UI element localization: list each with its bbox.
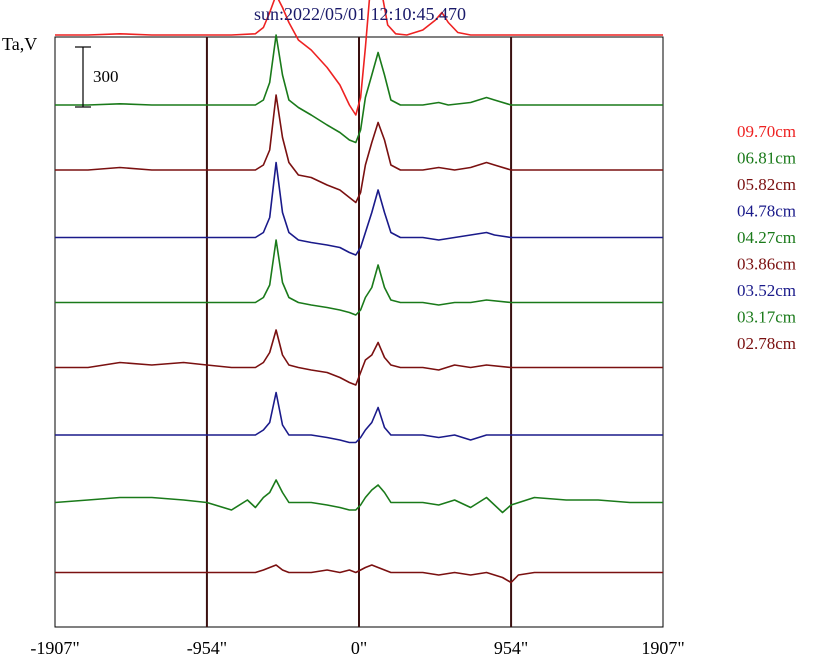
y-axis-label: Ta,V (2, 34, 37, 54)
x-tick-label-1: -954" (187, 638, 227, 658)
legend-entry-09.70cm: 09.70cm (737, 122, 796, 141)
legend-entry-04.27cm: 04.27cm (737, 228, 796, 247)
legend-entry-03.52cm: 03.52cm (737, 281, 796, 300)
series-line-05.82cm (55, 94, 663, 204)
scale-bar: 300 (75, 46, 119, 108)
legend-entry-03.86cm: 03.86cm (737, 255, 796, 274)
scale-bar-label: 300 (93, 67, 119, 86)
chart-title: sun:2022/05/01 12:10:45.470 (254, 4, 466, 24)
legend: 09.70cm 06.81cm 05.82cm 04.78cm 04.27cm 03.86… (737, 122, 796, 353)
x-tick-labels: -1907" -954" 0" 954" 1907" (30, 638, 684, 658)
series-line-02.78cm (55, 564, 663, 584)
series-line-03.52cm (55, 391, 663, 444)
series-line-03.17cm (54, 479, 663, 514)
legend-entry-03.17cm: 03.17cm (737, 308, 796, 327)
series-line-03.86cm (55, 329, 663, 386)
legend-entry-05.82cm: 05.82cm (737, 175, 796, 194)
x-tick-label-4: 1907" (641, 638, 684, 658)
series-line-04.78cm (55, 161, 663, 256)
legend-entry-04.78cm: 04.78cm (737, 202, 796, 221)
legend-entry-06.81cm: 06.81cm (737, 149, 796, 168)
series-group (54, 0, 663, 584)
x-tick-label-2: 0" (351, 638, 367, 658)
legend-entry-02.78cm: 02.78cm (737, 334, 796, 353)
x-tick-label-0: -1907" (30, 638, 79, 658)
x-tick-label-3: 954" (494, 638, 528, 658)
series-line-04.27cm (55, 239, 663, 316)
series-line-09.70cm (55, 0, 663, 116)
series-line-06.81cm (55, 34, 663, 144)
